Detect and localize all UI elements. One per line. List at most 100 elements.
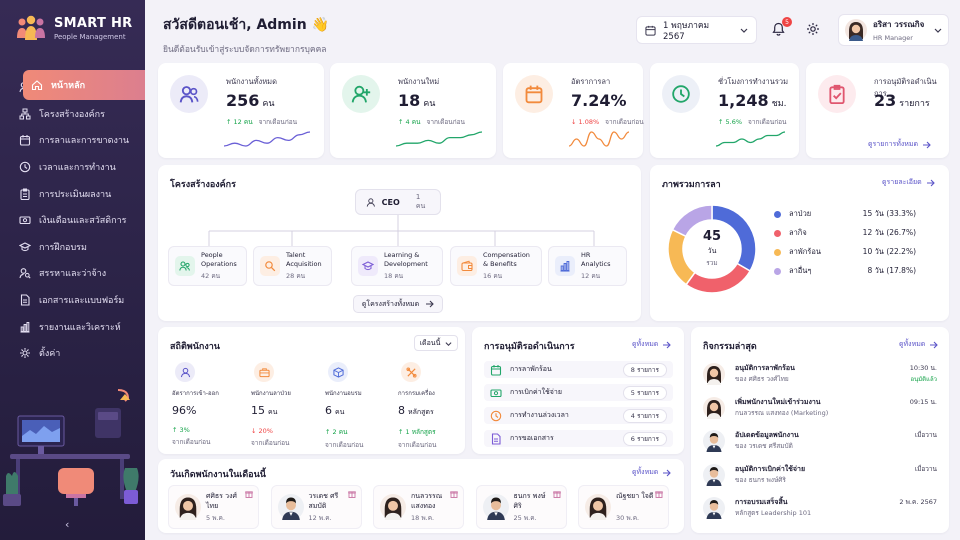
approval-row[interactable]: การขอเอกสาร 6 รายการ <box>484 430 673 447</box>
activity-item[interactable]: อนุมัติการเบิกค่าใช้จ่าย ของ ธนกร พงษ์ศิ… <box>703 462 937 492</box>
user-menu[interactable]: อริสา วรรณกิจ HR Manager <box>838 14 949 46</box>
employee-stats-card: สถิติพนักงาน เดือนนี้ อัตราการเข้า-ออก 9… <box>158 327 465 454</box>
kpi-label: พนักงานทั้งหมด <box>226 77 277 86</box>
birthday-name: ธนกร พงษ์ศิริ <box>513 492 546 510</box>
avatar <box>482 494 509 520</box>
sidebar-item-org-chart[interactable]: โครงสร้างองค์กร <box>11 101 132 128</box>
kpi-value: 256 คน <box>226 91 275 110</box>
birthday-date: 25 พ.ค. <box>513 514 537 522</box>
sidebar-item-clipboard[interactable]: การประเมินผลงาน <box>11 180 132 207</box>
leave-title: ภาพรวมการลา <box>662 180 721 190</box>
date-value: 1 พฤษภาคม 2567 <box>663 21 710 42</box>
sidebar-item-home[interactable]: หน้าหลัก <box>23 70 145 100</box>
activity-time: 10:30 น. <box>909 364 937 372</box>
stat-value: 8 หลักสูตร <box>398 404 434 417</box>
birthday-card[interactable]: ธนกร พงษ์ศิริ 25 พ.ค. <box>475 485 567 529</box>
sidebar-item-calendar[interactable]: การลาและการขาดงาน <box>11 127 132 154</box>
view-org-button[interactable]: ดูโครงสร้างทั้งหมด <box>353 295 443 313</box>
activity-item[interactable]: อัปเดตข้อมูลพนักงาน ของ วรเดช ศรีสมบัติ … <box>703 428 937 458</box>
stat-change: ↑ 1 หลักสูตร <box>398 428 436 436</box>
sidebar-item-label: ตั้งค่า <box>39 349 61 360</box>
approval-count: 5 รายการ <box>622 385 667 400</box>
stat-item: พนักงานลาป่วย 15 คน ↓ 20% จากเดือนก่อน <box>251 362 323 448</box>
people-icon <box>179 261 190 271</box>
donut-unit-label: รวม <box>706 259 718 267</box>
kpi-card[interactable]: การอนุมัติรอดำเนินการ 23 รายการ ดูรายการทั… <box>806 63 949 158</box>
people-logo-icon <box>17 15 45 40</box>
ceo-node[interactable]: CEO 1 คน <box>355 189 441 215</box>
kpi-change: ↑ 5.6% จากเดือนก่อน <box>718 118 787 126</box>
leave-overview-card: ภาพรวมการลา ดูรายละเอียด 45 วัน รวม ลาป่… <box>650 165 949 321</box>
leave-details-link[interactable]: ดูรายละเอียด <box>882 177 935 188</box>
kpi-card[interactable]: อัตราการลา 7.24% ↓ 1.08% จากเดือนก่อน <box>503 63 644 158</box>
birthdays-view-all-link[interactable]: ดูทั้งหมด <box>632 467 672 478</box>
kpi-card[interactable]: ชั่วโมงการทำงานรวม 1,248 ชม. ↑ 5.6% จากเดือ… <box>650 63 799 158</box>
avatar <box>585 494 611 520</box>
birthday-card[interactable]: กนลวรรณ แสงทอง 18 พ.ค. <box>373 485 464 529</box>
app-logo[interactable]: SMART HR People Management <box>16 14 132 42</box>
dept-count: 16 คน <box>483 272 503 280</box>
legend-value: 8 วัน (17.8%) <box>867 266 916 275</box>
birthday-date: 5 พ.ค. <box>206 514 225 522</box>
dept-node[interactable]: People Operations 42 คน <box>168 246 247 286</box>
notification-bell-icon[interactable] <box>772 22 785 36</box>
activity-subtitle: ของ วรเดช ศรีสมบัติ <box>735 442 793 450</box>
stat-icon-wrap <box>328 362 348 382</box>
stat-change: ↓ 20% <box>251 427 273 435</box>
sidebar-item-gear[interactable]: ตั้งค่า <box>11 340 132 367</box>
approval-row[interactable]: การลาพักร้อน 8 รายการ <box>484 361 673 378</box>
avatar <box>703 463 725 486</box>
legend-label: ลากิจ <box>789 228 807 237</box>
approval-row[interactable]: การเบิกค่าใช้จ่าย 5 รายการ <box>484 384 673 401</box>
kpi-change: ↑ 12 คน จากเดือนก่อน <box>226 118 298 126</box>
gift-icon <box>245 491 253 498</box>
sidebar-item-user-search[interactable]: สรรหาและว่าจ้าง <box>11 260 132 287</box>
dept-node[interactable]: Learning & Development 18 คน <box>351 246 443 286</box>
kpi-change: ↓ 1.08% จากเดือนก่อน <box>571 118 644 126</box>
approval-row[interactable]: การทำงานล่วงเวลา 4 รายการ <box>484 407 673 424</box>
dept-count: 12 คน <box>581 272 601 280</box>
legend-item: ลาพักร้อน 10 วัน (22.2%) <box>774 246 916 258</box>
dept-node[interactable]: Compensation & Benefits 16 คน <box>450 246 542 286</box>
activity-title: กิจกรรมล่าสุด <box>703 342 757 352</box>
birthday-card[interactable]: วรเดช ศรีสมบัติ 12 พ.ค. <box>270 485 362 529</box>
avatar <box>703 363 725 385</box>
sidebar-item-money[interactable]: เงินเดือนและสวัสดิการ <box>11 207 132 234</box>
greeting-block: สวัสดีตอนเช้า, Admin 👋 ยินดีต้อนรับเข้าส… <box>163 14 329 56</box>
birthday-card[interactable]: ณัฐชยา ใจดี 30 พ.ค. <box>578 485 669 529</box>
org-connectors <box>208 215 595 246</box>
org-chart-icon <box>19 108 31 120</box>
kpi-card[interactable]: พนักงานใหม่ 18 คน ↑ 4 คน จากเดือนก่อน <box>330 63 496 158</box>
document-icon <box>20 294 30 306</box>
dept-node[interactable]: HR Analytics 12 คน <box>548 246 627 286</box>
clock-icon <box>19 161 31 173</box>
activity-view-all-link[interactable]: ดูทั้งหมด <box>899 339 939 350</box>
donut-center: 45 วัน รวม <box>687 229 737 268</box>
stat-note: จากเดือนก่อน <box>172 438 211 446</box>
date-picker[interactable]: 1 พฤษภาคม 2567 <box>636 16 757 44</box>
activity-item[interactable]: อนุมัติการลาพักร้อน ของ ศศิธร วงศ์ไทย 10… <box>703 361 937 391</box>
birthday-card[interactable]: ศศิธร วงศ์ไทย 5 พ.ค. <box>168 485 259 529</box>
activity-item[interactable]: การอบรมเสร็จสิ้น หลักสูตร Leadership 101… <box>703 495 937 525</box>
sidebar-item-graduation-cap[interactable]: การฝึกอบรม <box>11 234 132 261</box>
chevron-down-icon <box>740 28 748 33</box>
sidebar-item-label: หน้าหลัก <box>51 81 86 91</box>
activity-item[interactable]: เพิ่มพนักงานใหม่เข้าร่วมงาน กนลวรรณ แสงท… <box>703 395 937 425</box>
donut-slice-4[interactable] <box>671 204 713 238</box>
period-dropdown[interactable]: เดือนนี้ <box>414 335 458 351</box>
stat-item: พนักงานอบรม 6 คน ↑ 2 คน จากเดือนก่อน <box>325 362 397 450</box>
birthdays-title: วันเกิดพนักงานในเดือนนี้ <box>170 470 266 480</box>
dept-node[interactable]: Talent Acquisition 28 คน <box>253 246 332 286</box>
view-all-approvals-link[interactable]: ดูรายการทั้งหมด <box>868 139 931 150</box>
dept-name: People Operations <box>201 251 237 268</box>
gear-icon[interactable] <box>806 22 820 36</box>
sidebar-item-clock[interactable]: เวลาและการทำงาน <box>11 154 132 181</box>
collapse-sidebar-button[interactable]: ‹ <box>65 518 70 531</box>
activity-title: เพิ่มพนักงานใหม่เข้าร่วมงาน <box>735 397 821 406</box>
stat-change: ↑ 2 คน <box>325 428 348 436</box>
sidebar-item-bar-chart[interactable]: รายงานและวิเคราะห์ <box>11 313 132 340</box>
clock-icon <box>490 410 502 421</box>
kpi-card[interactable]: พนักงานทั้งหมด 256 คน ↑ 12 คน จากเดือนก่อน <box>158 63 324 158</box>
sidebar-item-document[interactable]: เอกสารและแบบฟอร์ม <box>11 287 132 314</box>
approvals-view-all-link[interactable]: ดูทั้งหมด <box>632 339 672 350</box>
